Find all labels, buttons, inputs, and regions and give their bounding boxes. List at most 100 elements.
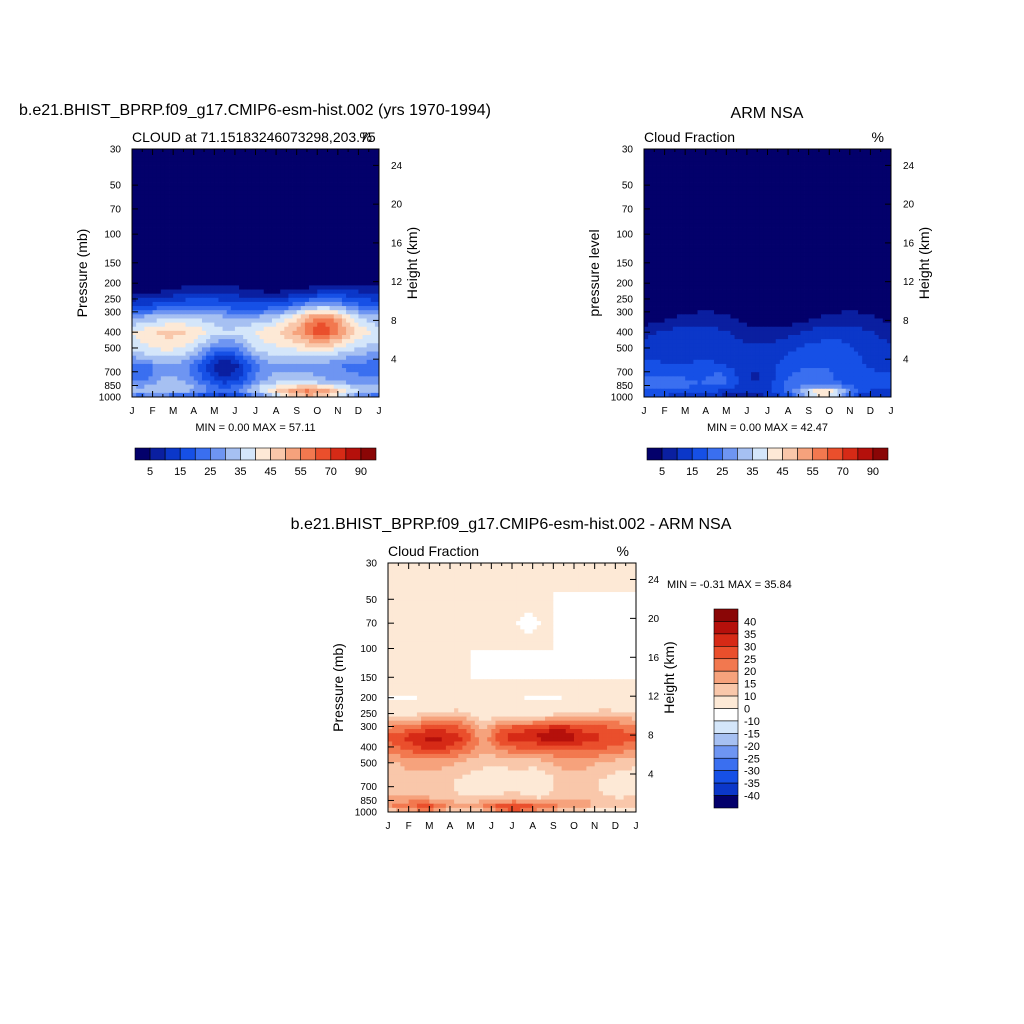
contour-cell xyxy=(271,161,277,166)
contour-cell xyxy=(226,335,232,340)
contour-cell xyxy=(243,186,248,191)
contour-cell xyxy=(251,194,256,199)
contour-cell xyxy=(755,177,760,183)
contour-cell xyxy=(693,202,698,208)
contour-cell xyxy=(333,376,339,381)
contour-cell xyxy=(346,293,351,299)
contour-cell xyxy=(300,268,306,274)
contour-cell xyxy=(321,384,326,390)
contour-cell xyxy=(771,194,777,199)
contour-cell xyxy=(726,165,731,171)
contour-cell xyxy=(309,157,314,162)
contour-cell xyxy=(755,186,760,191)
contour-cell xyxy=(148,297,153,303)
contour-cell xyxy=(796,153,801,158)
contour-cell xyxy=(804,223,810,228)
contour-cell xyxy=(132,173,137,179)
contour-cell xyxy=(833,149,838,154)
contour-cell xyxy=(709,161,715,166)
contour-cell xyxy=(214,244,219,249)
contour-cell xyxy=(358,322,363,328)
colorbar-box xyxy=(255,447,271,461)
contour-cell xyxy=(280,260,285,266)
contour-cell xyxy=(152,285,158,290)
contour-cell xyxy=(284,301,289,307)
contour-cell xyxy=(652,198,657,204)
contour-cell xyxy=(317,211,322,216)
contour-cell xyxy=(676,190,682,195)
contour-cell xyxy=(136,235,141,241)
contour-cell xyxy=(148,215,153,220)
contour-cell xyxy=(354,372,359,377)
contour-cell xyxy=(144,293,149,299)
contour-cell xyxy=(189,211,195,216)
contour-cell xyxy=(664,194,670,199)
contour-cell xyxy=(177,161,182,166)
contour-cell xyxy=(247,211,252,216)
contour-cell xyxy=(267,318,273,323)
contour-cell xyxy=(193,372,199,377)
contour-cell xyxy=(263,173,269,179)
contour-cell xyxy=(718,227,723,233)
contour-cell xyxy=(177,343,182,348)
contour-cell xyxy=(136,380,141,385)
contour-cell xyxy=(226,235,232,241)
contour-cell xyxy=(164,359,170,365)
contour-cell xyxy=(685,182,690,187)
contour-cell xyxy=(759,219,764,224)
contour-cell xyxy=(189,277,195,282)
contour-cell xyxy=(878,231,884,237)
contour-cell xyxy=(734,215,740,220)
contour-cell xyxy=(329,235,335,241)
contour-cell xyxy=(206,368,211,373)
contour-cell xyxy=(870,202,875,208)
contour-cell xyxy=(234,264,240,270)
contour-cell xyxy=(664,161,670,166)
contour-cell xyxy=(796,194,801,199)
contour-cell xyxy=(668,227,674,233)
contour-cell xyxy=(370,351,376,357)
contour-cell xyxy=(271,248,277,253)
contour-cell xyxy=(144,173,149,179)
contour-cell xyxy=(325,165,330,171)
contour-cell xyxy=(156,268,162,274)
contour-cell xyxy=(341,244,347,249)
contour-cell xyxy=(358,306,363,311)
contour-cell xyxy=(886,198,892,204)
contour-cell xyxy=(164,186,170,191)
contour-cell xyxy=(148,177,153,183)
contour-cell xyxy=(214,301,219,307)
contour-cell xyxy=(218,211,223,216)
contour-cell xyxy=(259,211,265,216)
contour-cell xyxy=(239,368,244,373)
contour-cell xyxy=(374,165,380,171)
contour-cell xyxy=(341,239,347,245)
contour-cell xyxy=(354,227,359,233)
contour-cell xyxy=(239,289,244,295)
contour-cell xyxy=(259,359,265,365)
contour-cell xyxy=(366,227,372,233)
contour-cell xyxy=(821,153,826,158)
contour-cell xyxy=(214,289,219,295)
contour-cell xyxy=(230,252,236,257)
contour-cell xyxy=(358,239,363,245)
contour-cell xyxy=(346,343,351,348)
contour-cell xyxy=(280,372,285,377)
contour-cell xyxy=(218,215,223,220)
contour-cell xyxy=(829,231,834,237)
contour-cell xyxy=(329,256,335,261)
contour-cell xyxy=(296,306,302,311)
contour-cell xyxy=(804,177,810,183)
contour-cell xyxy=(169,392,174,398)
contour-cell xyxy=(771,223,777,228)
contour-cell xyxy=(197,355,203,361)
contour-cell xyxy=(337,194,343,199)
contour-cell xyxy=(276,326,281,332)
contour-cell xyxy=(313,231,318,237)
contour-cell xyxy=(243,301,248,307)
contour-cell xyxy=(148,202,153,208)
contour-cell xyxy=(173,281,178,286)
contour-cell xyxy=(267,384,273,390)
contour-cell xyxy=(173,392,178,398)
contour-cell xyxy=(713,198,719,204)
